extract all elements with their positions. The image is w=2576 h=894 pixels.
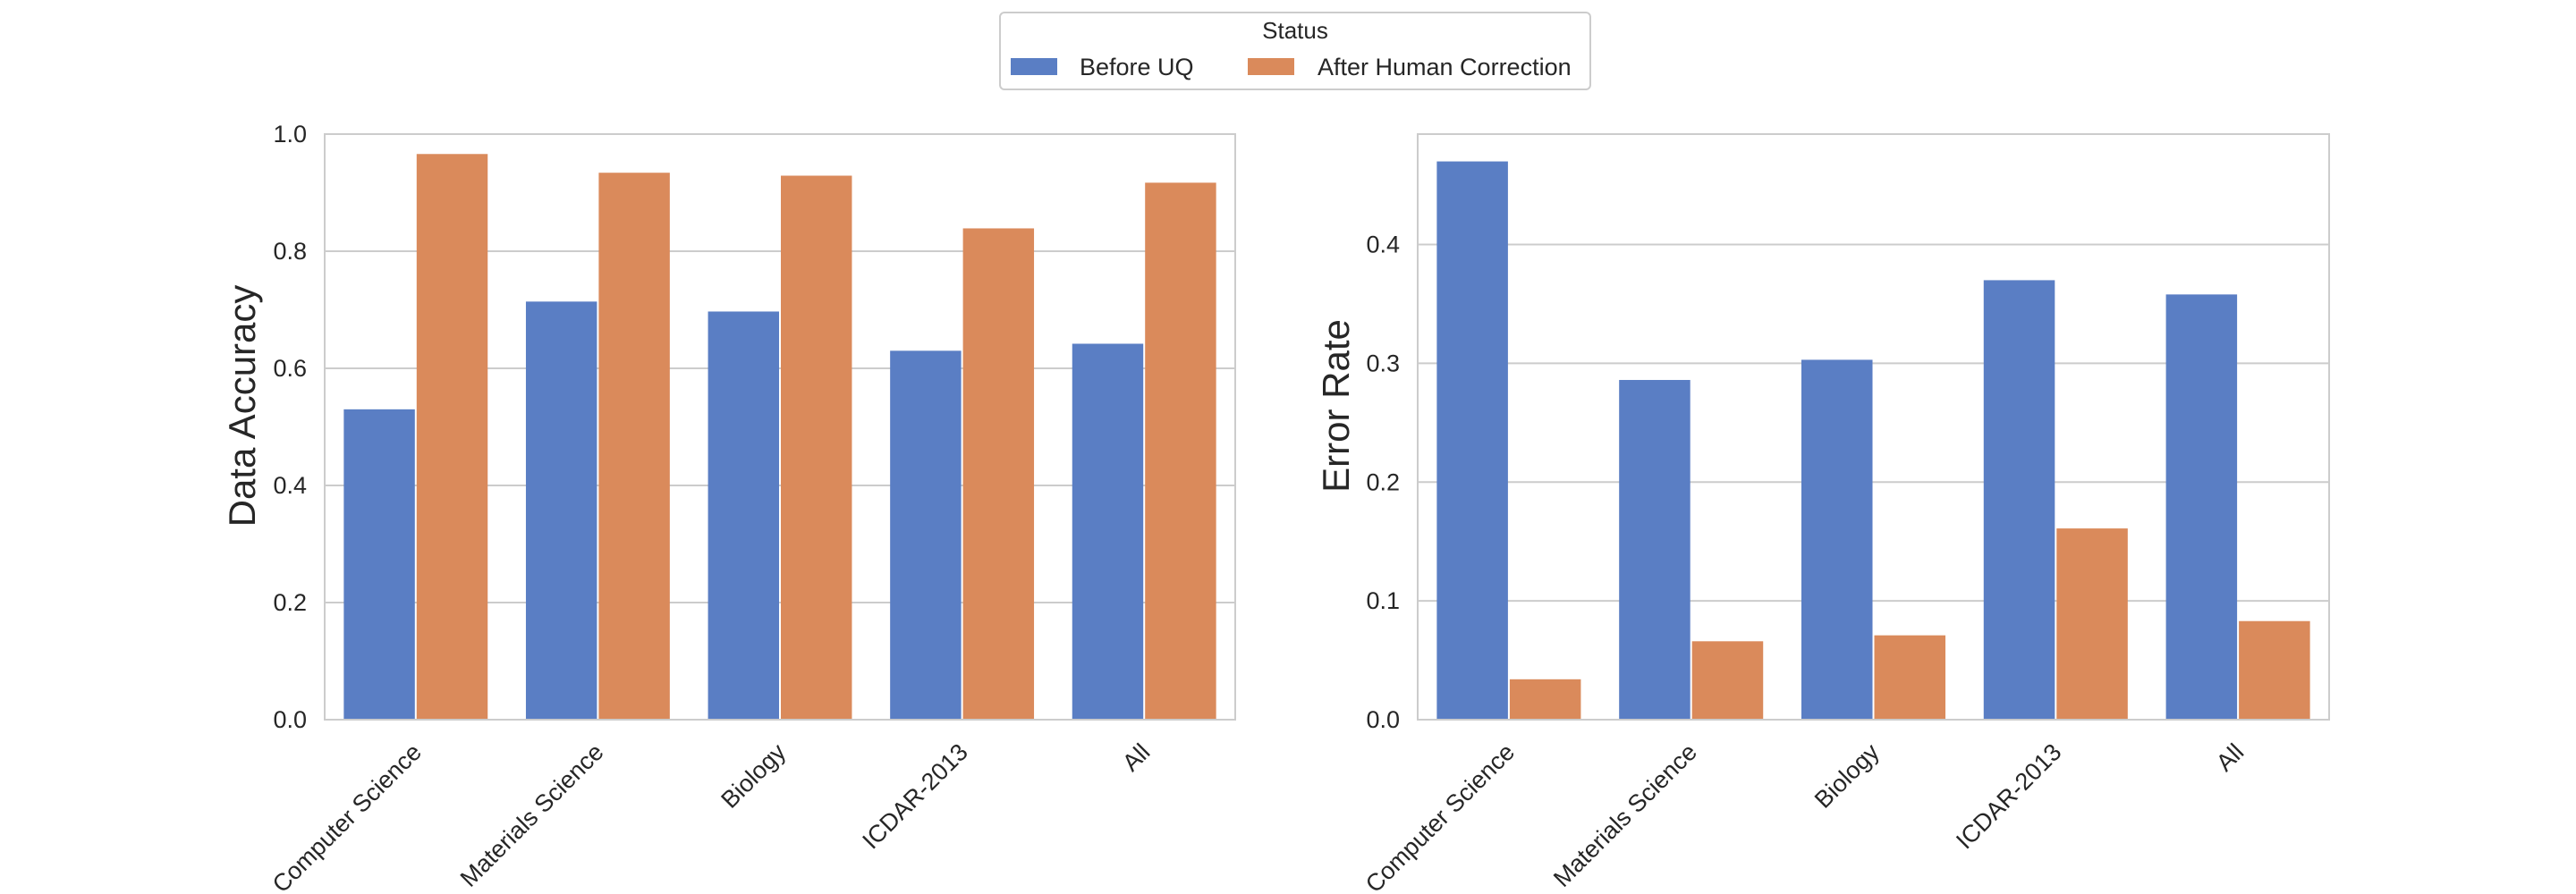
legend-swatch-before-uq [1011, 58, 1057, 75]
accuracy-plot-frame [324, 133, 1236, 721]
accuracy-x-tick-label: Biology [716, 738, 791, 814]
error-rate-bar-before-uq-materials-science [1619, 380, 1690, 720]
error-rate-chart: 0.0 0.1 0.2 0.3 0.4 Computer Science Material… [1315, 133, 2330, 894]
accuracy-x-tick-label: All [1117, 738, 1155, 776]
accuracy-x-tick-label: Materials Science [455, 738, 609, 892]
legend-frame [999, 12, 1591, 90]
accuracy-bar-before-uq-icdar-2013 [890, 350, 962, 720]
legend: Status Before UQ After Human Correction [999, 12, 1591, 90]
error-rate-bars [1436, 161, 2310, 721]
accuracy-chart: 0.0 0.2 0.4 0.6 0.8 1.0 Computer Science Mater… [221, 121, 1236, 894]
accuracy-bar-after-human-correction-computer-science [416, 154, 488, 720]
accuracy-bar-before-uq-biology [708, 311, 779, 720]
error-rate-y-tick-label: 0.0 [1366, 706, 1400, 733]
legend-swatch-after-human-correction [1248, 58, 1294, 75]
accuracy-x-ticks: Computer Science Materials Science Biology… [267, 738, 1156, 894]
error-rate-y-tick-label: 0.3 [1366, 350, 1400, 376]
error-rate-bar-after-human-correction-biology [1874, 635, 1946, 720]
error-rate-bar-before-uq-computer-science [1436, 161, 1508, 721]
error-rate-bar-after-human-correction-icdar-2013 [2056, 528, 2128, 720]
accuracy-y-tick-label: 0.0 [273, 706, 307, 733]
accuracy-x-tick-label: ICDAR-2013 [857, 738, 972, 854]
accuracy-bar-before-uq-computer-science [343, 409, 415, 720]
error-rate-bar-after-human-correction-computer-science [1509, 679, 1581, 720]
legend-label-before-uq: Before UQ [1080, 54, 1194, 80]
error-rate-x-tick-label: Computer Science [1360, 738, 1520, 894]
error-rate-bar-before-uq-icdar-2013 [1983, 280, 2055, 720]
accuracy-bar-after-human-correction-all [1145, 182, 1216, 721]
error-rate-y-ticks: 0.0 0.1 0.2 0.3 0.4 [1366, 232, 1400, 733]
accuracy-y-tick-label: 0.2 [273, 589, 307, 616]
accuracy-bars [343, 154, 1216, 721]
legend-label-after-human-correction: After Human Correction [1318, 54, 1572, 80]
accuracy-bar-before-uq-materials-science [525, 301, 597, 720]
accuracy-y-tick-label: 1.0 [273, 121, 307, 148]
error-rate-bar-before-uq-all [2165, 294, 2238, 720]
error-rate-x-tick-label: ICDAR-2013 [1951, 738, 2066, 854]
error-rate-y-tick-label: 0.4 [1366, 232, 1400, 258]
error-rate-x-tick-label: All [2211, 738, 2249, 776]
error-rate-y-axis-label: Error Rate [1315, 319, 1357, 493]
error-rate-x-ticks: Computer Science Materials Science Biology… [1360, 738, 2249, 894]
error-rate-x-tick-label: Biology [1809, 738, 1885, 814]
error-rate-bar-after-human-correction-all [2239, 620, 2310, 720]
accuracy-bar-after-human-correction-icdar-2013 [962, 228, 1035, 720]
accuracy-y-axis-label: Data Accuracy [221, 285, 263, 527]
accuracy-y-tick-label: 0.8 [273, 238, 307, 265]
error-rate-bar-before-uq-biology [1801, 359, 1873, 720]
error-rate-bar-after-human-correction-materials-science [1691, 641, 1764, 720]
legend-title: Status [1262, 17, 1328, 44]
accuracy-bar-after-human-correction-materials-science [598, 173, 670, 721]
accuracy-bar-before-uq-all [1072, 343, 1144, 720]
error-rate-plot-frame [1417, 133, 2330, 721]
error-rate-x-tick-label: Materials Science [1548, 738, 1702, 892]
accuracy-y-tick-label: 0.6 [273, 355, 307, 382]
accuracy-y-tick-label: 0.4 [273, 472, 307, 499]
accuracy-bar-after-human-correction-biology [781, 175, 852, 720]
error-rate-y-tick-label: 0.1 [1366, 587, 1400, 614]
accuracy-x-tick-label: Computer Science [267, 738, 427, 894]
accuracy-y-ticks: 0.0 0.2 0.4 0.6 0.8 1.0 [273, 121, 307, 733]
error-rate-y-tick-label: 0.2 [1366, 468, 1400, 495]
